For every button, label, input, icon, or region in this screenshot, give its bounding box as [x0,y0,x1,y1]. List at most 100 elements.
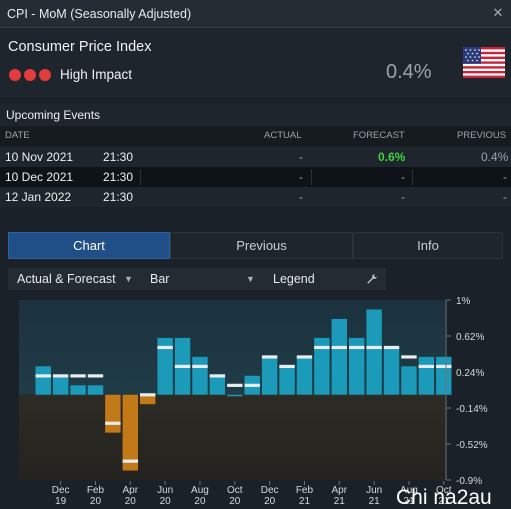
event-previous: - [503,190,507,204]
forecast-marker [383,345,400,350]
x-tick-label-month: Dec [261,485,279,496]
tab-info[interactable]: Info [353,232,503,259]
forecast-marker [261,355,278,359]
bar-actual [331,318,347,395]
event-date: 12 Jan 2022 [5,190,72,204]
event-date: 10 Nov 2021 [5,150,74,164]
x-tick-label-month: Aug [191,485,209,496]
x-tick-label-year: 20 [90,496,102,507]
forecast-marker [105,421,121,425]
chart-type-select[interactable]: Bar ▼ [140,268,264,290]
forecast-marker [296,355,313,359]
x-tick-label-month: Jun [157,485,173,496]
bar-actual [140,394,156,405]
bar-actual [35,366,51,395]
cpi-chart: 1% 0.62% 0.24% -0.14% -0.52% -0.9% Dec 19 Feb 20… [14,294,511,509]
x-tick-label-year: 21 [299,496,311,507]
bar-actual [296,356,313,395]
plot-negative-area [19,394,445,480]
forecast-marker [192,364,208,369]
wrench-icon[interactable] [366,273,378,285]
forecast-marker [366,345,382,350]
x-tick-label-year: 21 [403,496,415,507]
series-select-label: Actual & Forecast [17,272,116,286]
bar-actual [122,394,138,471]
bar-actual [349,337,365,395]
events-title: Upcoming Events [6,108,101,122]
x-tick-label-month: Apr [332,485,348,496]
legend-label: Legend [273,272,315,286]
y-tick-label: -0.52% [456,440,488,451]
table-row[interactable]: 12 Jan 2022 21:30 - - - [0,187,511,207]
y-tick-label: 0.62% [456,332,484,343]
bar-actual [227,394,243,397]
forecast-marker [418,364,435,369]
impact-dot-icon [9,68,21,81]
events-table-header: DATE ACTUAL FORECAST PREVIOUS [0,126,511,146]
events-section-title: Upcoming Events [0,104,511,126]
bar-actual [192,356,208,395]
series-select[interactable]: Actual & Forecast ▼ [8,268,140,290]
event-forecast: - [401,190,405,204]
bar-actual [436,356,452,395]
close-icon[interactable]: ✕ [492,5,504,20]
forecast-marker [209,374,226,378]
tab-previous[interactable]: Previous [170,232,353,259]
bar-actual [279,366,295,395]
event-forecast: 0.6% [378,150,406,164]
view-tabs: Chart Previous Info [8,232,503,259]
x-tick-label-year: 20 [125,496,137,507]
forecast-marker [436,364,452,369]
x-tick-label-year: 21 [369,496,381,507]
watermark-text: Chi na2au [396,486,492,509]
impact-label: High Impact [60,67,133,82]
event-previous: 0.4% [481,150,509,164]
table-row[interactable]: 10 Nov 2021 21:30 - 0.6% 0.4% [0,147,511,167]
x-tick-label-month: Jun [366,485,382,496]
row-separator [311,169,312,185]
legend-button[interactable]: Legend [264,268,386,290]
impact-dot-icon [39,68,51,81]
chart-toolbar: Actual & Forecast ▼ Bar ▼ Legend [8,268,386,290]
forecast-marker [87,374,104,378]
indicator-summary: Consumer Price Index High Impact 0.4% [0,29,511,97]
event-time: 21:30 [103,170,134,184]
x-tick-label-month: Feb [296,485,314,496]
bar-actual [52,375,69,395]
forecast-marker [35,374,51,378]
event-actual: - [299,170,303,184]
col-forecast: FORECAST [353,130,405,141]
x-tick-label-month: Oct [436,485,452,496]
y-tick-label: 1% [456,296,471,307]
x-tick-label-year: 20 [229,496,241,507]
col-date: DATE [5,130,30,141]
forecast-marker [174,364,191,369]
event-previous: - [503,170,507,184]
forecast-marker [314,345,330,350]
window-title: CPI - MoM (Seasonally Adjusted) [7,6,192,21]
x-tick-label-year: 21 [334,496,346,507]
row-separator [140,169,141,185]
actual-value: 0.4% [386,61,432,83]
y-tick-label: 0.24% [456,368,484,379]
forecast-marker [122,459,138,463]
bar-actual [105,394,121,433]
forecast-marker [279,364,295,369]
indicator-name: Consumer Price Index [8,39,152,55]
col-previous: PREVIOUS [457,130,507,141]
bar-actual [418,356,435,395]
us-flag-icon [463,47,505,78]
bar-actual [157,337,173,395]
window-titlebar: CPI - MoM (Seasonally Adjusted) ✕ [0,0,511,28]
bar-actual [366,309,382,395]
table-row[interactable]: 10 Dec 2021 21:30 - - - [0,167,511,187]
bar-actual [70,385,86,395]
event-actual: - [299,150,303,164]
tab-chart[interactable]: Chart [8,232,170,259]
x-tick-label-year: 21 [438,496,450,507]
forecast-marker [70,374,86,378]
x-tick-label-month: Apr [123,485,139,496]
x-tick-label-year: 19 [55,496,67,507]
forecast-marker [401,355,417,359]
x-tick-label-month: Aug [400,485,418,496]
